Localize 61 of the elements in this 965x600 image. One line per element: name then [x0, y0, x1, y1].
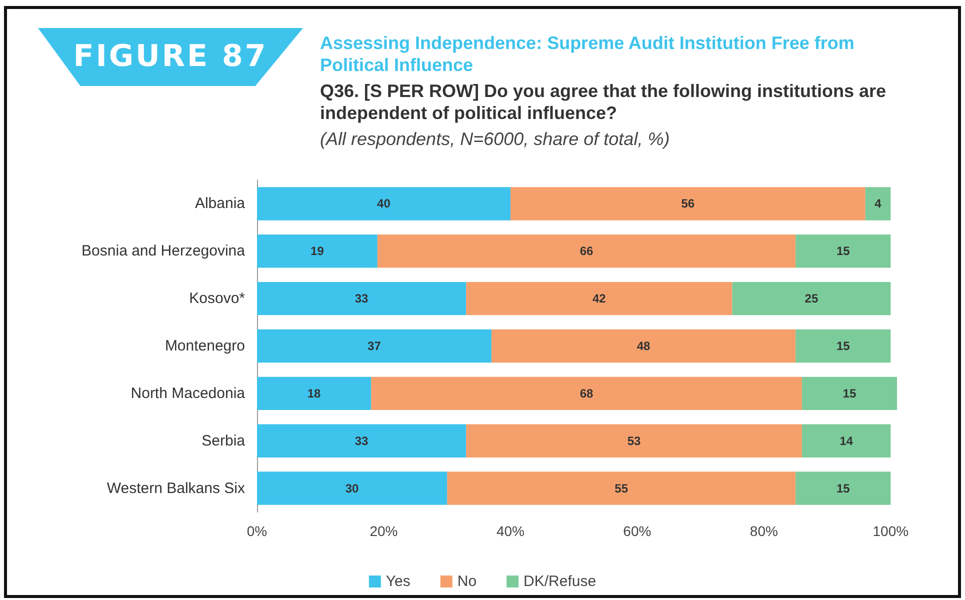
legend-label: DK/Refuse: [524, 573, 596, 590]
bar: [491, 329, 796, 363]
bar: [796, 329, 891, 363]
data-label: 40: [377, 196, 391, 211]
text: (All respondents, N=6000, share of total, %): [320, 128, 670, 150]
bar: [371, 376, 802, 410]
bar: [377, 234, 796, 268]
bar: [257, 187, 510, 220]
data-label: 15: [836, 339, 850, 353]
data-label: 25: [804, 292, 818, 306]
bar: [466, 282, 732, 316]
bar: [257, 472, 448, 505]
bar: [865, 187, 891, 220]
data-label: 68: [580, 386, 594, 400]
bar: [257, 424, 466, 458]
x-tick-label: 60%: [623, 523, 652, 539]
bar: [466, 424, 802, 458]
bar: [796, 234, 891, 268]
chart-subtitle: Q36. [S PER ROW] Do you agree that the following institutions are independent of political influence?: [320, 80, 888, 124]
data-label: 48: [636, 339, 651, 353]
bar: [257, 234, 378, 268]
bar: [802, 376, 897, 410]
legend-label: No: [457, 573, 477, 590]
bar: [447, 472, 796, 505]
y-tick-label: North Macedonia: [130, 384, 246, 402]
data-label: 37: [368, 339, 382, 353]
x-tick-label: 40%: [496, 523, 524, 539]
bar: [257, 282, 466, 316]
bar: [510, 187, 866, 220]
y-tick-label: Montenegro: [164, 338, 245, 354]
data-label: 4: [874, 196, 882, 211]
data-label: 15: [836, 481, 850, 496]
bar: [796, 472, 891, 505]
y-tick-label: Serbia: [202, 432, 246, 450]
data-label: 18: [307, 386, 322, 400]
data-label: 14: [840, 434, 854, 448]
data-label: 33: [354, 292, 369, 306]
data-label: 42: [592, 292, 606, 306]
y-tick-label: Bosnia and Herzegovina: [82, 242, 246, 260]
data-label: 33: [354, 434, 369, 448]
x-tick-label: 20%: [370, 523, 398, 539]
data-label: 66: [580, 244, 594, 258]
bar: [802, 424, 891, 458]
y-tick-label: Western Balkans Six: [106, 480, 246, 497]
x-tick-label: 100%: [872, 523, 909, 539]
y-tick-label: Kosovo*: [189, 290, 246, 308]
chart-title: Assessing Independence: Supreme Audit Institution Free from Political Influence: [320, 32, 856, 76]
data-label: 53: [627, 434, 642, 448]
legend-label: Yes: [386, 573, 410, 590]
bar: [732, 282, 891, 316]
bar: [257, 376, 372, 410]
data-label: 19: [310, 244, 324, 258]
y-tick-label: Albania: [194, 195, 246, 212]
x-tick-label: 80%: [750, 523, 778, 539]
data-label: 15: [836, 244, 850, 258]
data-label: 56: [681, 196, 695, 211]
data-label: 15: [842, 386, 856, 400]
data-label: 55: [614, 481, 628, 496]
x-tick-label: 0%: [246, 523, 268, 539]
data-label: 30: [345, 481, 360, 496]
bar: [257, 329, 492, 363]
